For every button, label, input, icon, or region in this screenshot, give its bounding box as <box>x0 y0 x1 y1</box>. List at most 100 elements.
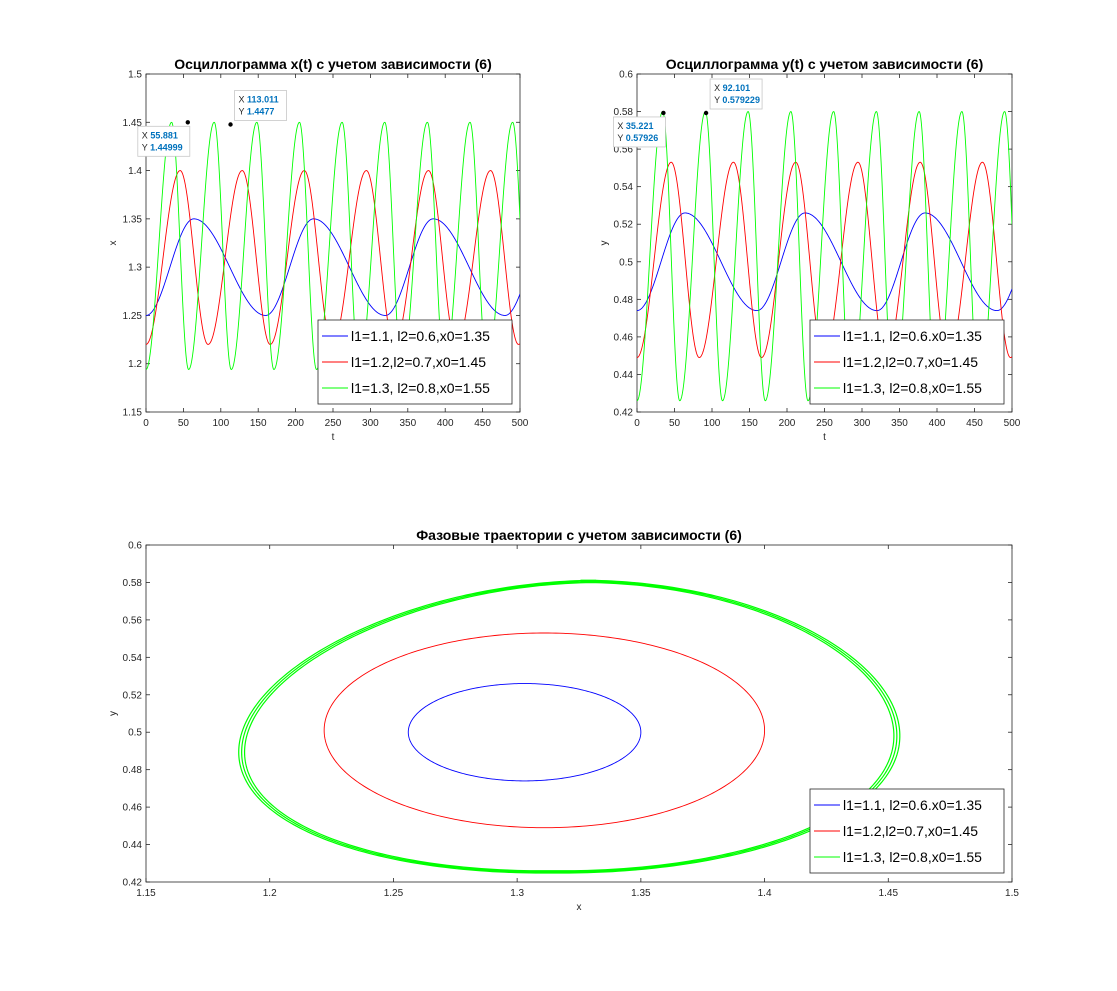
series-line-3 <box>238 579 901 874</box>
y-tick-label: 1.45 <box>123 118 143 129</box>
legend: l1=1.1, l2=0.6.x0=1.35 l1=1.2,l2=0.7,x0=1… <box>809 788 1005 874</box>
chart-1: 0 50 100 150 200 250 300 350 400 450 500 1.15 1.2 1.2… <box>108 56 529 443</box>
chart-2: 0 50 100 150 200 250 300 350 400 450 500 0.42 0.44 0.… <box>599 56 1021 443</box>
x-tick-label: 150 <box>250 418 267 429</box>
x-tick-label: 1.15 <box>136 888 156 899</box>
datatip: X 113.011 Y 1.4477 <box>234 90 287 121</box>
legend-label-3: l1=1.3, l2=0.8,x0=1.55 <box>351 380 490 396</box>
y-tick-label: 1.3 <box>128 263 142 274</box>
legend-label-1: l1=1.1, l2=0.6.x0=1.35 <box>843 797 982 813</box>
y-tick-label: 0.44 <box>614 370 634 381</box>
x-tick-label: 500 <box>512 418 529 429</box>
x-axis-label: x <box>577 902 582 913</box>
x-tick-label: 300 <box>362 418 379 429</box>
x-tick-label: 200 <box>287 418 304 429</box>
x-tick-label: 450 <box>966 418 983 429</box>
datatip-y: Y 0.57926 <box>617 133 658 143</box>
datatip-box <box>137 125 191 157</box>
y-tick-label: 0.42 <box>614 408 634 419</box>
y-tick-label: 0.48 <box>614 295 634 306</box>
datatip-x: X 35.221 <box>617 121 653 131</box>
legend: l1=1.1, l2=0.6,x0=1.35 l1=1.2,l2=0.7,x0=1… <box>317 319 513 405</box>
y-tick-label: 0.5 <box>619 257 633 268</box>
datatip-y: Y 1.4477 <box>239 107 275 117</box>
datatip-x: X 113.011 <box>239 95 279 105</box>
x-tick-label: 350 <box>891 418 908 429</box>
x-tick-label: 450 <box>474 418 491 429</box>
y-tick-label: 1.2 <box>128 359 142 370</box>
x-tick-label: 50 <box>669 418 681 429</box>
x-tick-label: 1.45 <box>879 888 899 899</box>
series-line-1 <box>407 683 642 782</box>
legend: l1=1.1, l2=0.6.x0=1.35 l1=1.2,l2=0.7,x0=1… <box>809 319 1005 405</box>
y-tick-label: 1.4 <box>128 166 142 177</box>
y-tick-label: 0.42 <box>123 878 143 889</box>
y-tick-label: 1.25 <box>123 311 143 322</box>
y-axis-label: x <box>108 241 119 246</box>
x-tick-label: 0 <box>634 418 640 429</box>
legend-box <box>809 319 1005 405</box>
datatip: X 92.101 Y 0.579229 <box>709 78 763 110</box>
y-tick-label: 0.48 <box>123 765 143 776</box>
y-tick-label: 1.15 <box>123 408 143 419</box>
datatip-x: X 55.881 <box>142 130 178 140</box>
legend-label-1: l1=1.1, l2=0.6.x0=1.35 <box>843 328 982 344</box>
legend-box <box>809 788 1005 874</box>
y-tick-label: 0.6 <box>619 70 633 81</box>
y-tick-label: 0.56 <box>123 615 143 626</box>
datatip-box <box>709 78 763 110</box>
x-tick-label: 1.5 <box>1005 888 1019 899</box>
series-line-3 <box>146 121 520 371</box>
datatip: X 55.881 Y 1.44999 <box>137 125 191 157</box>
series-line-1 <box>637 212 1012 312</box>
y-tick-label: 0.44 <box>123 840 143 851</box>
datatip-marker <box>661 110 666 116</box>
datatip-x: X 92.101 <box>714 83 750 93</box>
x-tick-label: 1.35 <box>631 888 651 899</box>
x-tick-label: 1.2 <box>263 888 277 899</box>
x-tick-label: 100 <box>212 418 229 429</box>
datatip-marker <box>703 110 709 116</box>
series-line-3 <box>637 111 1012 402</box>
chart-title: Осциллограмма x(t) с учетом зависимости … <box>174 56 492 72</box>
y-tick-label: 1.35 <box>123 214 143 225</box>
datatip-marker <box>185 120 190 125</box>
y-tick-label: 0.6 <box>128 541 142 552</box>
x-tick-label: 350 <box>399 418 416 429</box>
x-axis-label: t <box>823 432 826 443</box>
legend-label-1: l1=1.1, l2=0.6,x0=1.35 <box>351 328 490 344</box>
chart-title: Фазовые траектории с учетом зависимости … <box>416 527 742 543</box>
datatip-y: Y 0.579229 <box>714 95 760 105</box>
datatip-box <box>234 90 287 121</box>
chart-title: Осциллограмма y(t) с учетом зависимости … <box>666 56 984 72</box>
y-tick-label: 0.54 <box>614 182 634 193</box>
chart-3: 1.15 1.2 1.25 1.3 1.35 1.4 1.45 1.5 0.42 0.44 0.46… <box>108 527 1019 913</box>
datatip-box <box>613 116 666 148</box>
y-tick-label: 0.54 <box>123 653 143 664</box>
x-tick-label: 100 <box>704 418 721 429</box>
x-axis-label: t <box>332 432 335 443</box>
legend-label-2: l1=1.2,l2=0.7,x0=1.45 <box>843 823 978 839</box>
x-tick-label: 400 <box>437 418 454 429</box>
y-tick-label: 0.58 <box>123 578 143 589</box>
x-tick-label: 150 <box>741 418 758 429</box>
y-axis-label: y <box>108 711 119 716</box>
x-tick-label: 0 <box>143 418 149 429</box>
x-tick-label: 250 <box>325 418 342 429</box>
y-tick-label: 0.56 <box>614 145 634 156</box>
y-tick-label: 0.46 <box>123 803 143 814</box>
x-tick-label: 50 <box>178 418 190 429</box>
x-tick-label: 1.3 <box>510 888 524 899</box>
legend-label-3: l1=1.3, l2=0.8,x0=1.55 <box>843 849 982 865</box>
x-tick-label: 1.4 <box>758 888 772 899</box>
x-tick-label: 1.25 <box>384 888 404 899</box>
y-tick-label: 0.52 <box>614 220 634 231</box>
datatip-marker <box>228 122 233 127</box>
x-tick-label: 200 <box>779 418 796 429</box>
x-tick-label: 500 <box>1004 418 1021 429</box>
y-tick-label: 0.5 <box>128 728 142 739</box>
x-tick-label: 400 <box>929 418 946 429</box>
datatip-y: Y 1.44999 <box>142 142 183 152</box>
legend-box <box>317 319 513 405</box>
series-line-2 <box>323 632 766 829</box>
